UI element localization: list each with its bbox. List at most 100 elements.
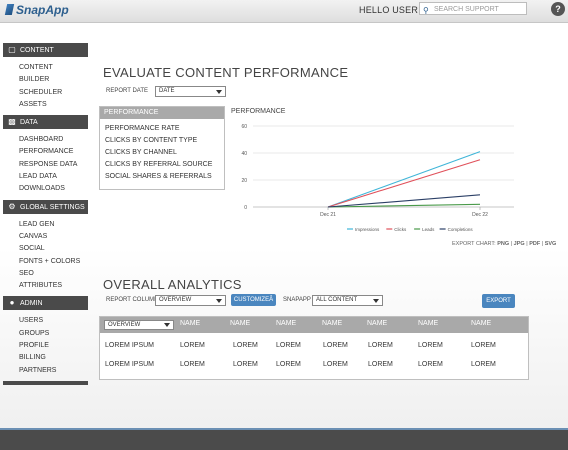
column-header[interactable]: NAME <box>367 320 388 327</box>
footer-bar <box>0 428 568 450</box>
sidebar-item-billing[interactable]: BILLING <box>19 354 46 362</box>
sidebar-item-builder[interactable]: BUILDER <box>19 76 50 84</box>
table-cell: LOREM <box>233 361 258 368</box>
series-line <box>327 151 481 208</box>
table-header-row <box>100 317 528 333</box>
sidebar-item-users[interactable]: USERS <box>19 317 44 325</box>
export-jpg-link[interactable]: JPG <box>513 241 525 247</box>
series-line <box>327 194 481 208</box>
separator: | <box>510 241 513 247</box>
performance-chart: 0 20 40 60 Dec 21 Dec 22 Impressions Clicks Lead… <box>241 124 514 232</box>
sidebar-item-response-data[interactable]: RESPONSE DATA <box>19 160 78 168</box>
search-support-input[interactable]: ⚲ SEARCH SUPPORT <box>419 2 527 15</box>
help-button[interactable]: ? <box>551 2 565 16</box>
column-header[interactable]: NAME <box>418 320 439 327</box>
column-header[interactable]: NAME <box>230 320 251 327</box>
sidebar-item-partners[interactable]: PARTNERS <box>19 366 57 374</box>
column-header[interactable]: NAME <box>276 320 297 327</box>
sidebar-item-groups[interactable]: GROUPS <box>19 329 50 337</box>
snapapp-logo[interactable]: SnapApp <box>4 3 69 17</box>
export-chart-bar: EXPORT CHART: PNG | JPG | PDF | SVG <box>452 241 556 247</box>
report-columns-value: OVERVIEW <box>159 297 192 303</box>
table-cell: LOREM IPSUM <box>105 342 155 349</box>
y-tick-label: 60 <box>241 124 247 130</box>
menu-item-performance-rate[interactable]: PERFORMANCE RATE <box>105 125 180 132</box>
customize-button[interactable]: CUSTOMIZEÂ <box>231 294 276 306</box>
logo-text: SnapApp <box>16 3 69 17</box>
sidebar-section-content[interactable]: ▢ CONTENT <box>3 43 88 57</box>
legend-label: Impressions <box>355 227 380 232</box>
sidebar-item-assets[interactable]: ASSETS <box>19 100 47 108</box>
menu-item-social-shares-referrals[interactable]: SOCIAL SHARES & REFERRALS <box>105 173 212 180</box>
sidebar-item-dashboard[interactable]: DASHBOARD <box>19 136 64 144</box>
chevron-down-icon <box>164 323 170 327</box>
bar-chart-icon: ▩ <box>8 117 16 127</box>
table-cell: LOREM <box>180 342 205 349</box>
overall-analytics-title: OVERALL ANALYTICS <box>103 277 242 292</box>
snapapp-value: ALL CONTENT <box>316 297 358 303</box>
column-header[interactable]: NAME <box>322 320 343 327</box>
chevron-down-icon <box>216 90 222 94</box>
sidebar-item-profile[interactable]: PROFILE <box>19 342 49 350</box>
x-tick-label: Dec 22 <box>472 212 488 218</box>
table-overview-select[interactable]: OVERVIEW <box>104 320 174 330</box>
snapapp-select[interactable]: ALL CONTENT <box>312 295 383 306</box>
y-tick-label: 0 <box>244 205 247 211</box>
export-pdf-link[interactable]: PDF <box>529 241 541 247</box>
sidebar-item-lead-gen[interactable]: LEAD GEN <box>19 220 55 228</box>
sidebar-section-global-settings[interactable]: ⚙ GLOBAL SETTINGS <box>3 199 88 214</box>
sidebar-item-attributes[interactable]: ATTRIBUTES <box>19 282 63 290</box>
report-date-label: REPORT DATE <box>106 88 149 94</box>
chevron-down-icon <box>216 299 222 303</box>
table-cell: LOREM <box>418 361 443 368</box>
sidebar-item-performance[interactable]: PERFORMANCE <box>19 148 74 156</box>
user-icon: ● <box>9 298 15 308</box>
search-icon: ⚲ <box>423 6 429 15</box>
report-date-select[interactable]: DATE <box>155 86 226 97</box>
sidebar-item-social[interactable]: SOCIAL <box>19 245 45 253</box>
table-cell: LOREM <box>418 342 443 349</box>
separator: | <box>541 241 544 247</box>
section-label: ADMIN <box>20 300 43 308</box>
separator: | <box>526 241 528 247</box>
section-label: DATA <box>20 119 38 127</box>
footer-accent-line <box>0 428 568 430</box>
analytics-table: OVERVIEW NAME NAME NAME NAME NAME NAME N… <box>99 316 529 380</box>
sidebar-item-seo[interactable]: SEO <box>19 269 34 277</box>
table-cell: LOREM IPSUM <box>105 361 155 368</box>
sidebar-group-admin: ● ADMIN USERS GROUPS PROFILE BILLING PART… <box>3 296 88 376</box>
sidebar-item-canvas[interactable]: CANVAS <box>19 232 48 240</box>
sidebar-item-fonts-colors[interactable]: FONTS + COLORS <box>19 257 81 265</box>
performance-menu: PERFORMANCE PERFORMANCE RATE CLICKS BY C… <box>99 106 225 190</box>
sidebar-group-global-settings: ⚙ GLOBAL SETTINGS LEAD GEN CANVAS SOCIAL … <box>3 199 88 293</box>
menu-item-clicks-by-referral-source[interactable]: CLICKS BY REFERRAL SOURCE <box>105 161 213 168</box>
menu-item-clicks-by-channel[interactable]: CLICKS BY CHANNEL <box>105 149 177 156</box>
section-label: CONTENT <box>20 47 54 54</box>
table-cell: LOREM <box>368 361 393 368</box>
greeting: HELLO USER <box>359 5 419 15</box>
export-png-link[interactable]: PNG <box>497 241 510 247</box>
table-cell: LOREM <box>276 361 301 368</box>
menu-item-clicks-by-content-type[interactable]: CLICKS BY CONTENT TYPE <box>105 137 198 144</box>
table-cell: LOREM <box>233 342 258 349</box>
y-tick-label: 20 <box>241 178 247 184</box>
legend-label: Completions <box>448 227 474 232</box>
sidebar-item-downloads[interactable]: DOWNLOADS <box>19 185 65 193</box>
report-date-value: DATE <box>159 88 175 94</box>
column-header[interactable]: NAME <box>180 320 201 327</box>
sidebar-bottom-bar <box>3 380 88 385</box>
sidebar-item-lead-data[interactable]: LEAD DATA <box>19 173 57 181</box>
sidebar-section-data[interactable]: ▩ DATA <box>3 115 88 130</box>
table-overview-value: OVERVIEW <box>108 322 141 328</box>
export-button[interactable]: EXPORT <box>482 294 515 308</box>
sidebar-item-content[interactable]: CONTENT <box>19 64 53 71</box>
sidebar-item-scheduler[interactable]: SCHEDULER <box>19 88 63 96</box>
report-columns-select[interactable]: OVERVIEW <box>155 295 226 306</box>
export-svg-link[interactable]: SVG <box>544 241 557 247</box>
logo-mark-icon <box>4 4 15 15</box>
column-header[interactable]: NAME <box>471 320 492 327</box>
chevron-down-icon <box>373 299 379 303</box>
table-cell: LOREM <box>471 361 496 368</box>
section-label: GLOBAL SETTINGS <box>20 203 85 211</box>
sidebar-section-admin[interactable]: ● ADMIN <box>3 296 88 311</box>
